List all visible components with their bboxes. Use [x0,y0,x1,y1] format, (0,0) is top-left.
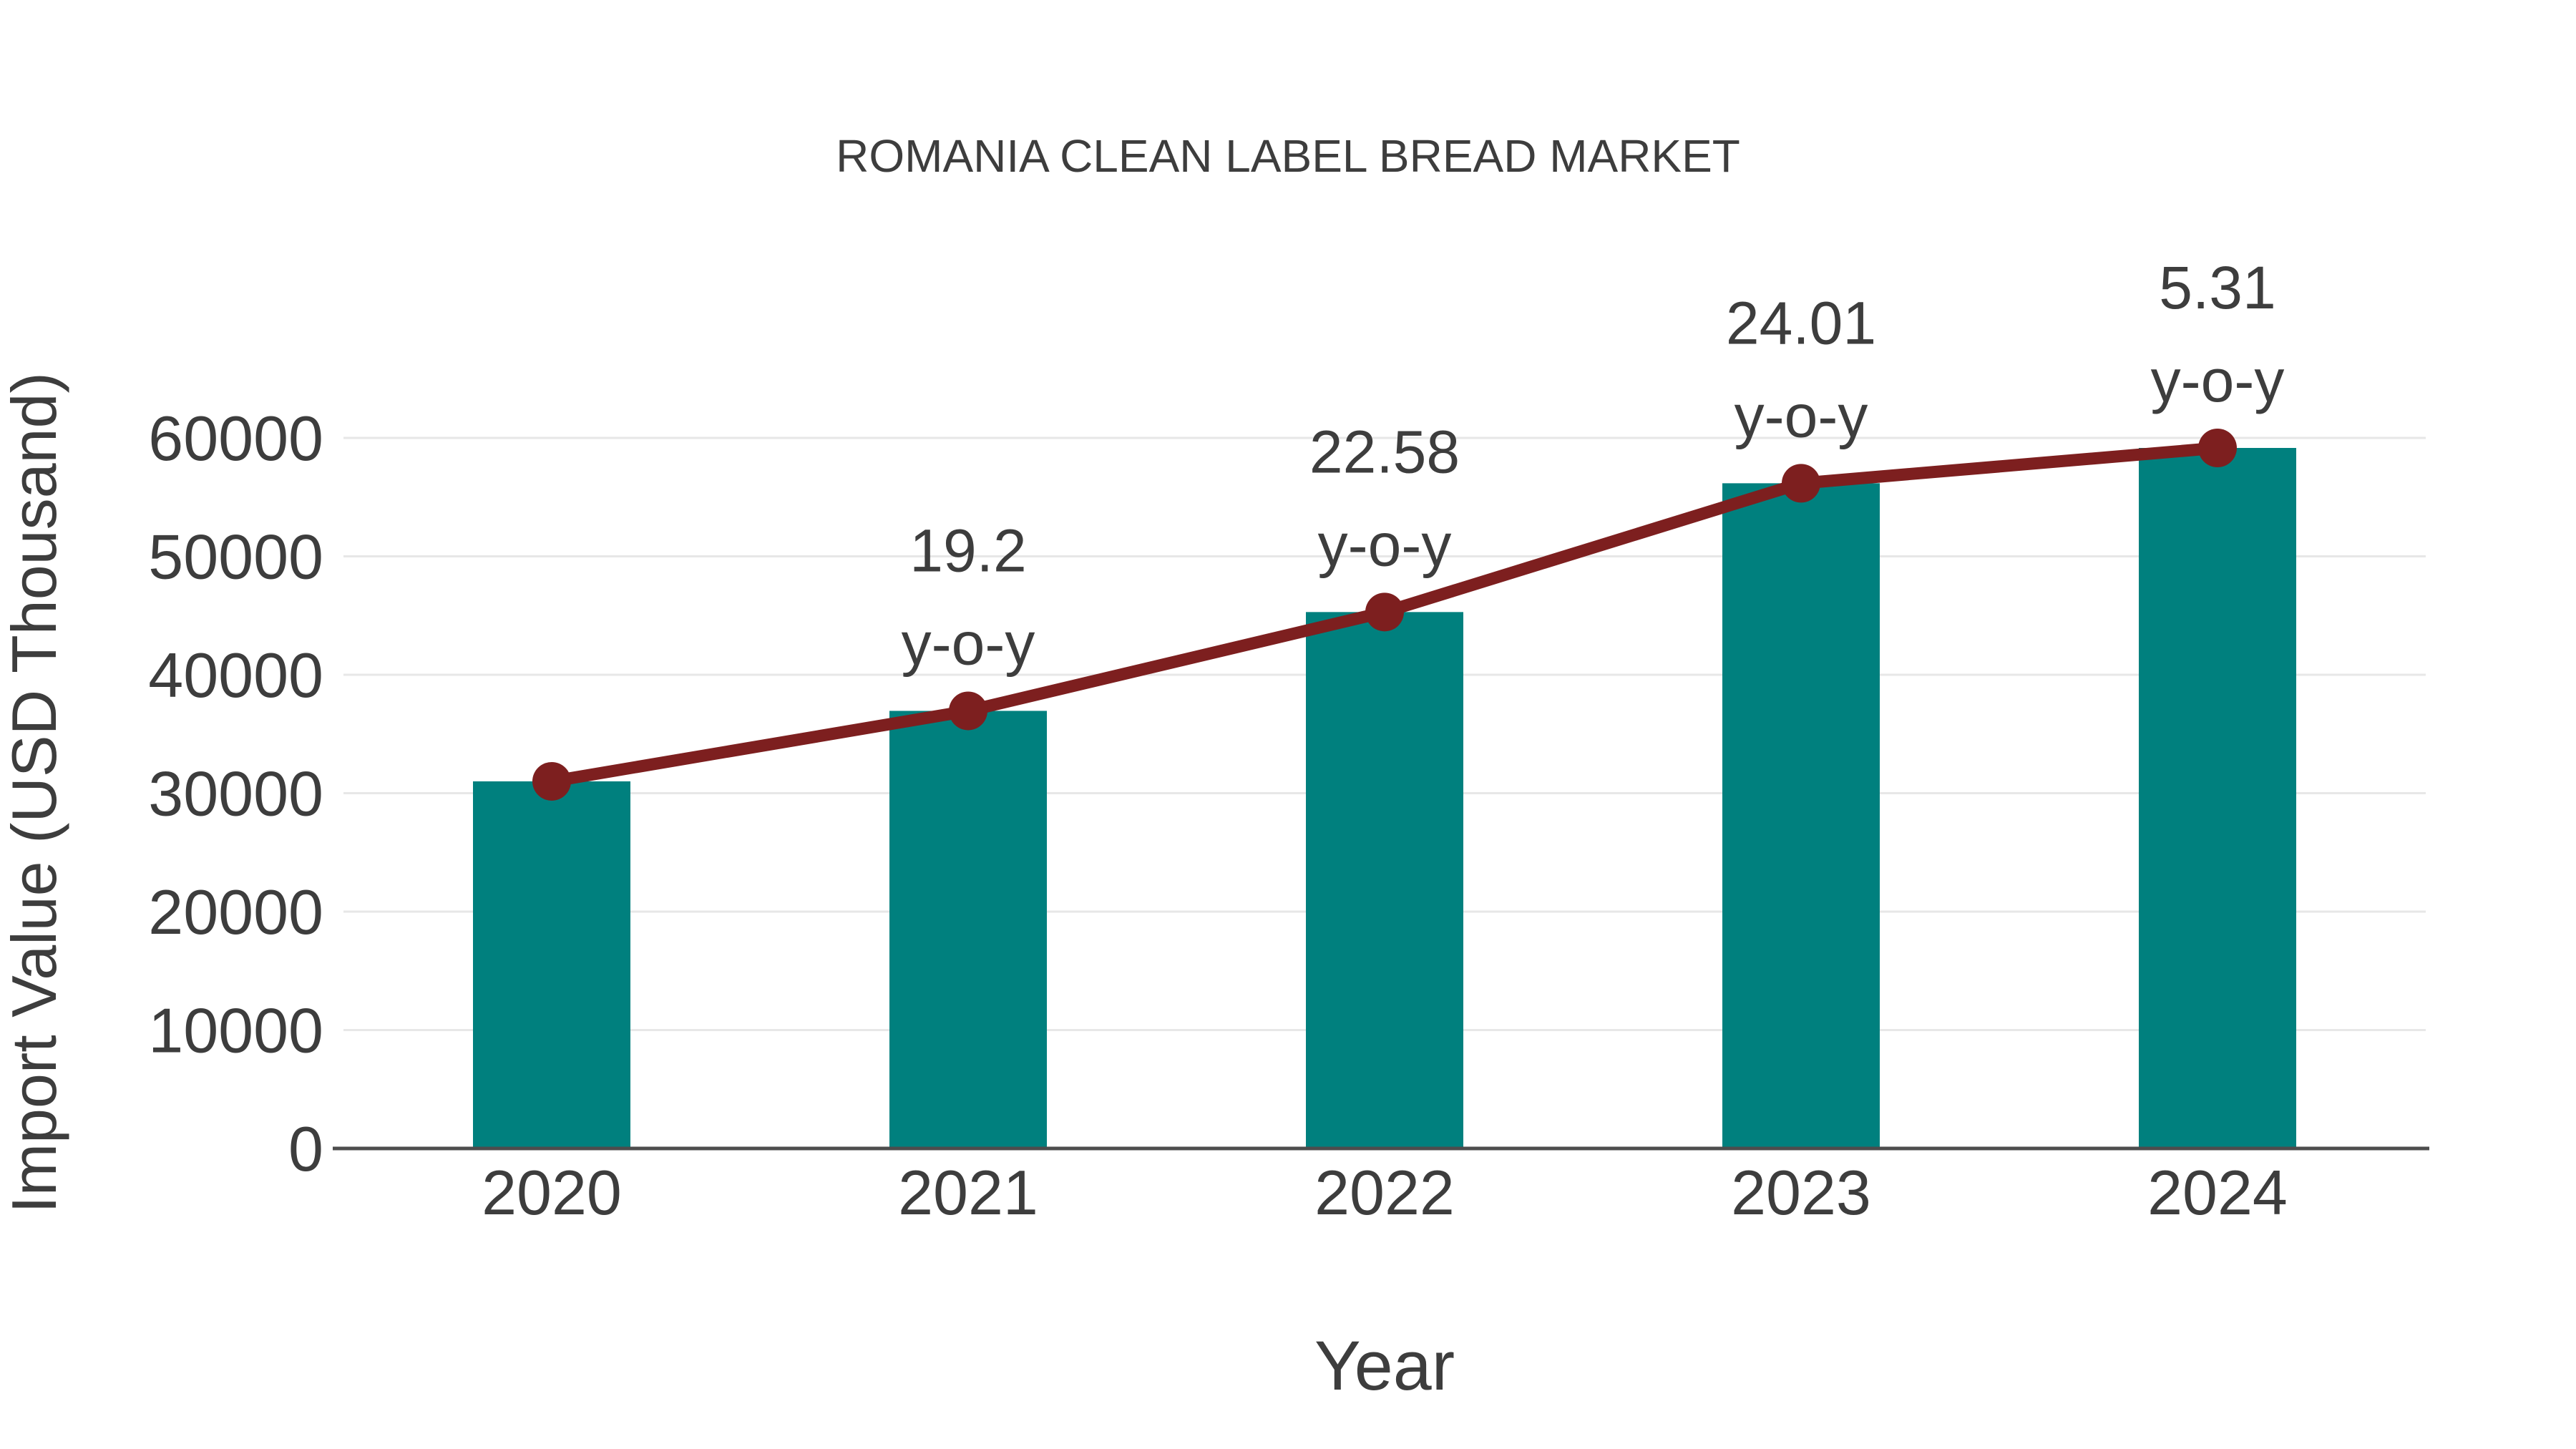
y-tick-label-60000: 60000 [148,403,323,474]
point-marker-2022 [1365,592,1404,632]
bar-2021 [889,711,1047,1148]
bar-2023 [1722,483,1880,1148]
y-tick-label-50000: 50000 [148,522,323,592]
y-tick-label-30000: 30000 [148,758,323,829]
point-marker-2023 [1782,464,1820,503]
point-label-2024-value: 5.31 [2159,254,2276,321]
bar-2024 [2139,448,2296,1148]
point-label-2021-suffix: y-o-y [902,610,1035,677]
x-axis-title: Year [1314,1327,1455,1405]
point-label-2023-value: 24.01 [1726,289,1876,356]
point-label-2023-suffix: y-o-y [1735,382,1868,449]
y-tick-labels-group: 0 10000 20000 30000 40000 50000 60000 [148,403,323,1184]
point-label-2024-suffix: y-o-y [2151,347,2285,414]
x-tick-label-2024: 2024 [2147,1157,2288,1228]
y-tick-label-40000: 40000 [148,640,323,711]
y-tick-label-0: 0 [288,1113,323,1184]
bar-2022 [1306,612,1463,1148]
point-marker-2020 [532,761,571,801]
y-axis-title: Import Value (USD Thousand) [0,372,69,1214]
point-label-2022-value: 22.58 [1309,418,1460,485]
point-labels-group: 19.2 y-o-y 22.58 y-o-y 24.01 y-o-y 5.31 y-o-y [902,254,2285,677]
y-tick-label-20000: 20000 [148,877,323,947]
x-tick-label-2022: 2022 [1314,1157,1455,1228]
point-label-2022-suffix: y-o-y [1318,511,1452,578]
bars-group [473,448,2296,1148]
point-marker-2024 [2198,429,2237,468]
x-tick-label-2020: 2020 [482,1157,622,1228]
y-tick-label-10000: 10000 [148,995,323,1066]
point-marker-2021 [949,691,987,731]
bar-2020 [473,781,630,1148]
x-tick-label-2023: 2023 [1731,1157,1871,1228]
point-label-2021-value: 19.2 [909,517,1027,584]
point-markers-group [532,429,2237,801]
x-tick-label-2021: 2021 [898,1157,1038,1228]
x-tick-labels-group: 2020 2021 2022 2023 2024 [482,1157,2288,1228]
chart-title: ROMANIA CLEAN LABEL BREAD MARKET [836,130,1740,182]
